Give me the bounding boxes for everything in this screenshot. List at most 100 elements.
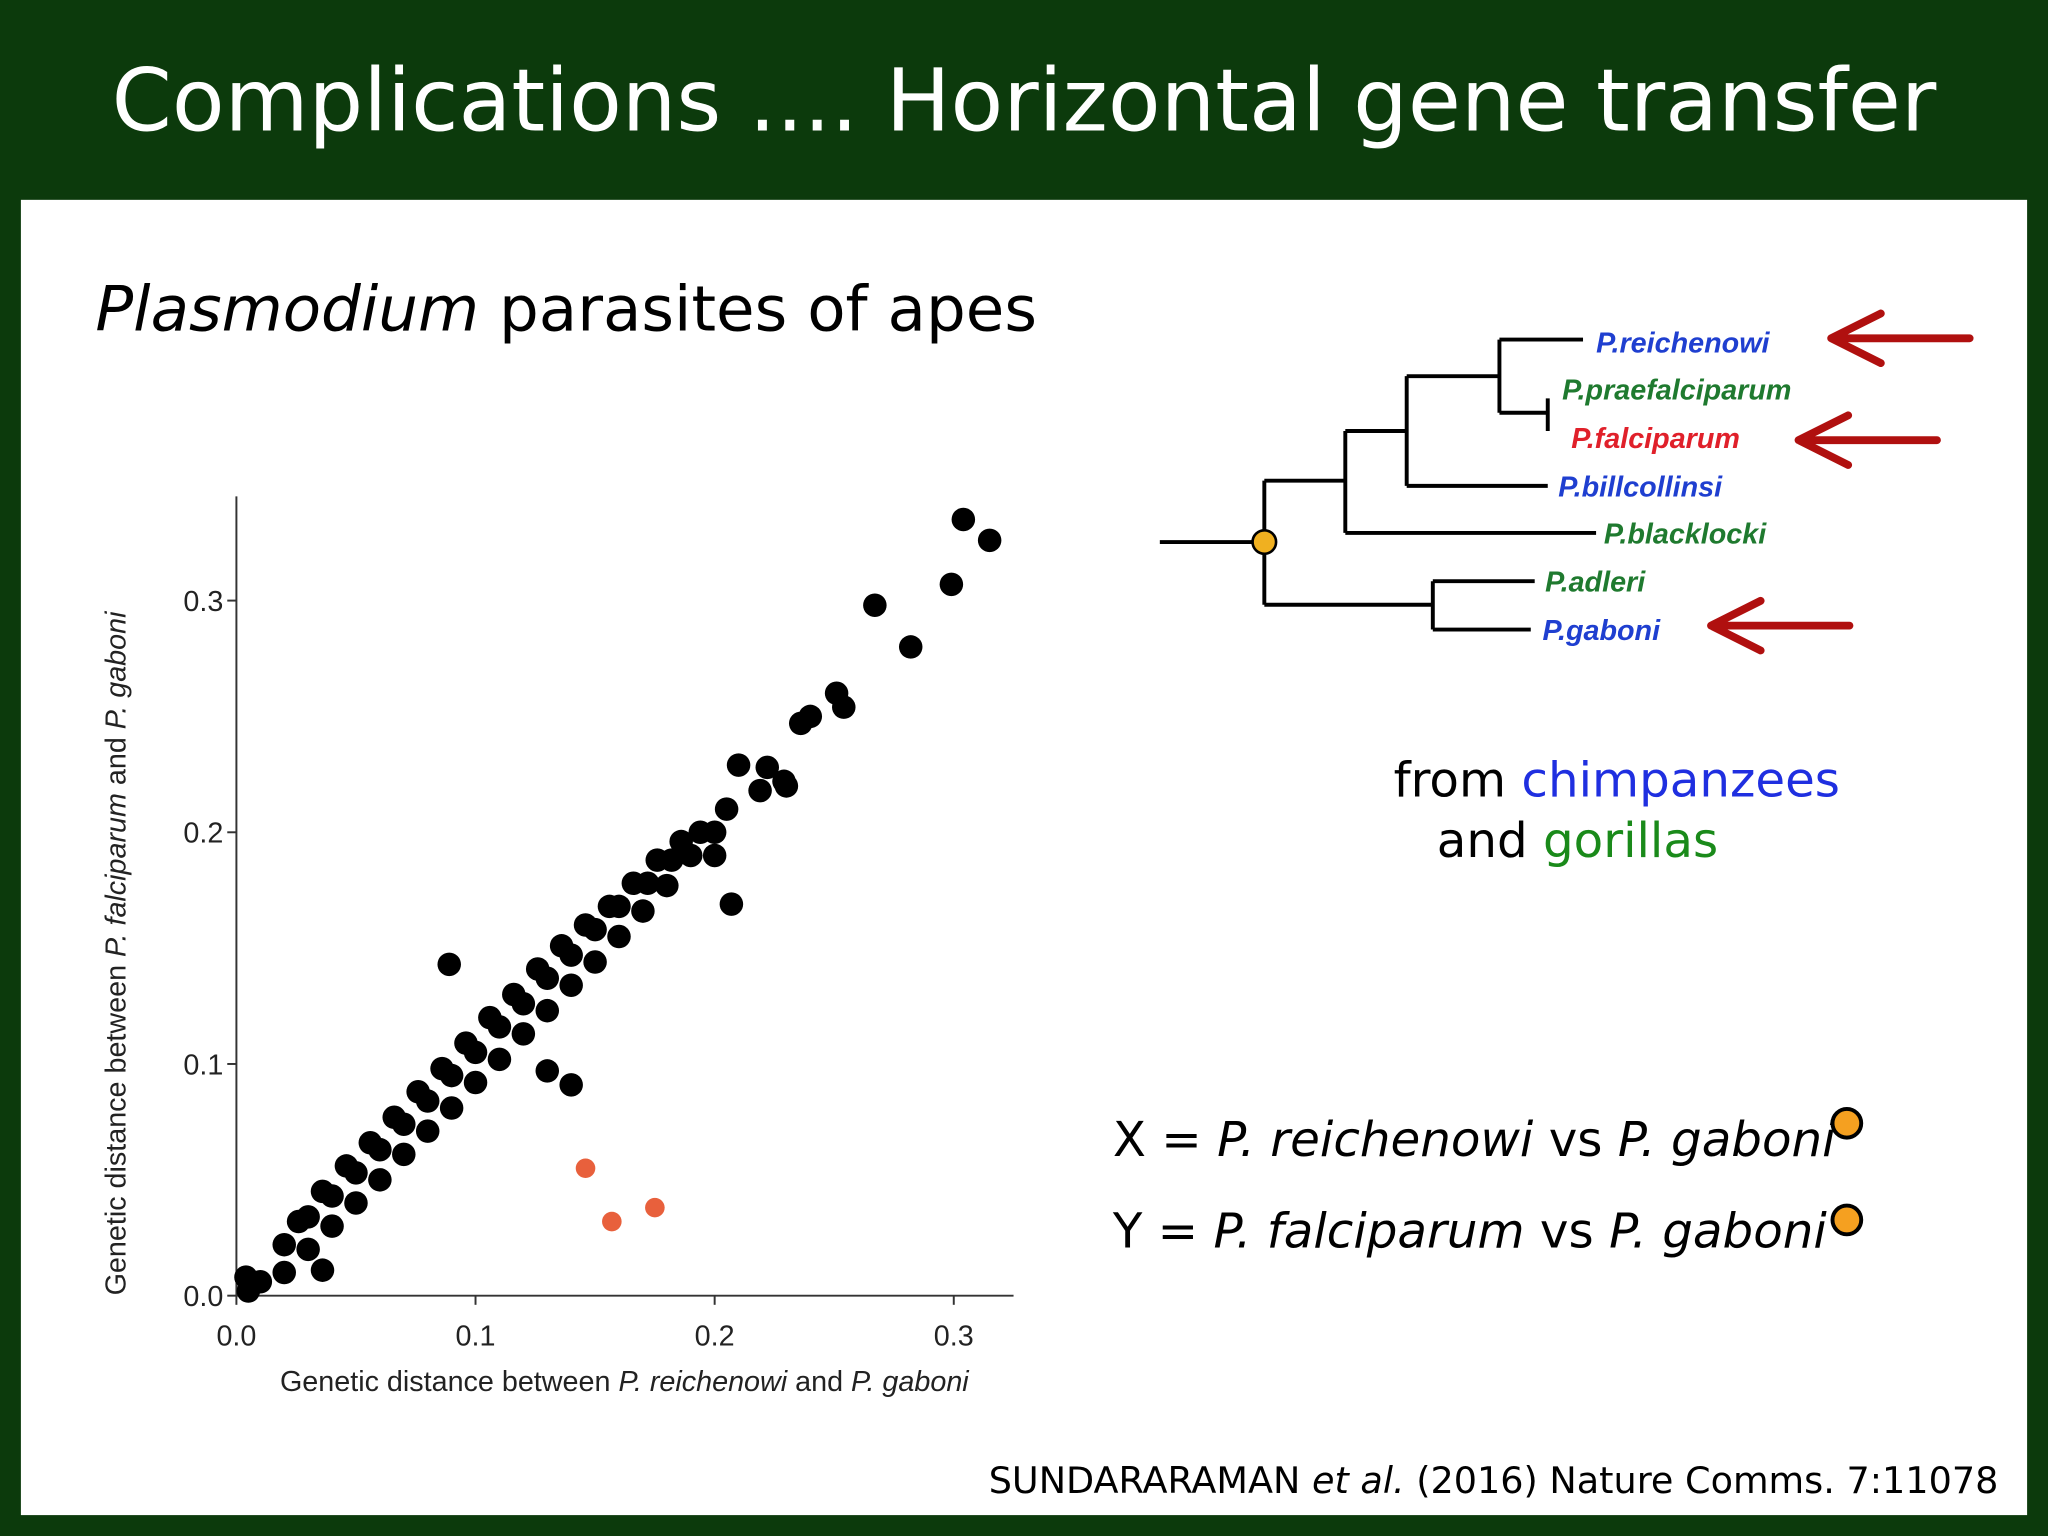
data-point — [726, 753, 751, 777]
host-note: from chimpanzees — [1394, 753, 1840, 809]
data-point — [368, 1168, 392, 1192]
arrow — [1707, 596, 1854, 655]
citation-part: et al. — [1312, 1459, 1405, 1502]
phylogenetic-tree: P.reichenowi P.praefalciparum P.falcipar… — [1159, 309, 1974, 655]
data-point — [415, 1119, 440, 1143]
data-point — [951, 507, 976, 532]
marker-icon — [1830, 1106, 1864, 1140]
axis-note: X = P. reichenowi vs P. gaboni — [1113, 1112, 1836, 1168]
data-point — [655, 873, 679, 898]
note-part: and — [1437, 813, 1543, 869]
data-point — [535, 1059, 560, 1083]
data-point — [559, 1073, 583, 1097]
data-point — [774, 774, 799, 798]
data-point — [631, 899, 655, 923]
note-part: vs — [1525, 1203, 1609, 1259]
note-part: P. reichenowi — [1217, 1112, 1534, 1168]
y-tick-label: 0.1 — [183, 1049, 223, 1081]
citation: SUNDARARAMAN et al. (2016) Nature Comms.… — [989, 1459, 1999, 1502]
data-point — [575, 1158, 596, 1179]
citation-part: (2016) Nature Comms. 7:11078 — [1405, 1459, 1999, 1502]
data-point — [535, 966, 560, 991]
data-point — [487, 1015, 512, 1039]
data-point — [272, 1260, 296, 1285]
data-point — [320, 1184, 344, 1208]
data-point — [607, 924, 631, 949]
subtitle: Plasmodium parasites of apes — [95, 272, 1037, 345]
data-point — [535, 998, 560, 1023]
data-point — [344, 1191, 368, 1215]
label-part: P. reichenowi — [618, 1366, 788, 1398]
data-point — [832, 695, 856, 719]
tree-leaf: P.reichenowi — [1596, 328, 1770, 360]
note-part: chimpanzees — [1521, 753, 1840, 809]
tree-leaf: P.adleri — [1545, 567, 1646, 599]
note-part: Y = — [1112, 1203, 1214, 1259]
data-point — [748, 778, 772, 803]
note-part: P. gaboni — [1618, 1112, 1836, 1168]
data-point — [607, 894, 631, 919]
tree-leaf: P.blacklocki — [1604, 518, 1767, 550]
data-point — [487, 1047, 512, 1072]
data-point — [659, 848, 684, 872]
marker-icon — [1830, 1203, 1864, 1237]
data-point — [635, 871, 660, 896]
data-point — [439, 1063, 464, 1088]
x-tick-label: 0.1 — [456, 1320, 496, 1352]
data-point — [719, 892, 744, 916]
data-point — [559, 973, 583, 997]
note-part: from — [1394, 753, 1522, 809]
data-point — [511, 991, 536, 1016]
data-point — [559, 943, 583, 967]
data-point — [392, 1142, 416, 1167]
data-point — [463, 1070, 488, 1095]
data-point — [863, 593, 887, 617]
data-point — [272, 1232, 296, 1257]
label-part: P. gaboni — [851, 1366, 970, 1398]
y-tick-label: 0.3 — [183, 586, 223, 618]
data-point — [645, 1197, 665, 1218]
note-part: P. gaboni — [1609, 1203, 1827, 1259]
x-tick-label: 0.0 — [216, 1320, 256, 1352]
label-part: and — [100, 729, 132, 793]
data-point — [939, 572, 964, 597]
x-tick-label: 0.3 — [934, 1320, 974, 1352]
tree-leaf: P.billcollinsi — [1558, 471, 1723, 503]
data-point — [296, 1237, 320, 1262]
arrow — [1827, 309, 1974, 368]
subtitle-part: Plasmodium — [95, 272, 479, 345]
label-part: and — [787, 1366, 851, 1398]
y-axis-label: Genetic distance between P. falciparum a… — [100, 610, 132, 1296]
y-tick-label: 0.0 — [183, 1281, 223, 1313]
data-point — [296, 1205, 320, 1229]
data-point — [678, 843, 703, 868]
data-point — [439, 1096, 464, 1120]
subtitle-part: parasites of apes — [479, 272, 1037, 345]
label-part: Genetic distance between — [280, 1366, 618, 1398]
data-point — [392, 1112, 416, 1136]
tree-leaf: P.falciparum — [1571, 423, 1740, 455]
data-point — [755, 755, 780, 780]
note-part: P. falciparum — [1214, 1203, 1525, 1259]
data-point — [463, 1040, 488, 1065]
data-point — [583, 950, 607, 974]
label-part: P. gaboni — [100, 610, 132, 729]
tree-leaf: P.gaboni — [1543, 615, 1662, 647]
data-point — [714, 797, 739, 821]
host-note: and gorillas — [1437, 813, 1718, 869]
label-part: P. falciparum — [100, 793, 132, 957]
label-part: Genetic distance between — [100, 957, 132, 1295]
data-point — [248, 1270, 273, 1294]
data-point — [437, 952, 461, 977]
data-point — [368, 1137, 392, 1162]
data-point — [798, 704, 823, 729]
scatter-plot: 0.0 0.1 0.2 0.3 0.0 0.1 0.2 0.3 — [183, 496, 1014, 1352]
slide-title: Complications .... Horizontal gene trans… — [112, 52, 1937, 152]
data-point — [415, 1089, 440, 1113]
axis-note: Y = P. falciparum vs P. gaboni — [1112, 1203, 1828, 1259]
tree-leaf: P.praefalciparum — [1562, 375, 1791, 407]
y-tick-label: 0.2 — [183, 818, 223, 850]
data-point — [511, 1022, 536, 1046]
data-point — [344, 1161, 368, 1185]
